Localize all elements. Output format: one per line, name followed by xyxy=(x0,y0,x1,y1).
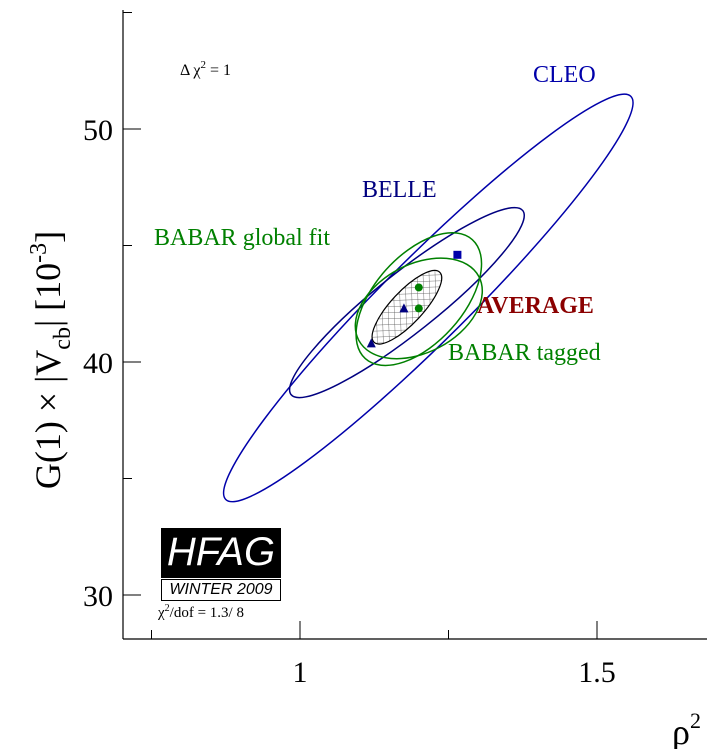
x-axis-title-sup: 2 xyxy=(690,708,701,733)
marker-square-0 xyxy=(453,250,462,259)
ellipse-belle xyxy=(288,206,525,399)
marker-circle-4 xyxy=(414,304,423,313)
hfag-logo: HFAG xyxy=(161,528,281,578)
label-cleo: CLEO xyxy=(533,62,596,88)
delta-chi2-text: Δ χ xyxy=(180,62,201,79)
hfag-season: WINTER 2009 xyxy=(161,579,281,601)
x-tick-label-1-5: 1.5 xyxy=(578,656,616,689)
hfag-title: HFAG xyxy=(166,530,276,574)
chi2-dof-sup: 2 xyxy=(164,603,170,614)
y-axis-title-rest: | [10 xyxy=(28,263,68,327)
ellipse-average xyxy=(371,269,443,345)
y-axis-title: G(1) × |Vcb| [10-3] xyxy=(26,231,76,489)
chi2-dof-rest: /dof = 1.3/ 8 xyxy=(169,605,244,621)
y-tick-label-40: 40 xyxy=(83,347,113,380)
marker-triangle-1 xyxy=(366,338,376,348)
delta-chi2-rest: = 1 xyxy=(206,62,231,79)
chi2-dof-prefix: χ xyxy=(158,605,165,621)
label-belle: BELLE xyxy=(362,177,437,203)
label-babar-tagged: BABAR tagged xyxy=(448,340,601,366)
ellipse-babar-tagged xyxy=(354,257,484,360)
y-tick-label-30: 30 xyxy=(83,580,113,613)
axis-ticks xyxy=(123,12,598,639)
label-average: AVERAGE xyxy=(477,293,594,319)
y-axis-title-sup: -3 xyxy=(26,243,52,263)
ellipses xyxy=(222,93,634,503)
chi2-dof: χ2/dof = 1.3/ 8 xyxy=(158,603,244,622)
delta-chi2-sup: 2 xyxy=(201,59,207,71)
plot-frame xyxy=(122,10,707,640)
y-axis-title-sub: cb xyxy=(50,327,76,350)
ellipse-babar-global-fit xyxy=(355,231,483,367)
y-axis-title-main: G(1) × |V xyxy=(28,350,68,489)
y-axis-title-close: ] xyxy=(28,231,68,243)
x-tick-label-1: 1 xyxy=(293,656,308,689)
ellipse-cleo xyxy=(222,93,634,503)
label-babar-global: BABAR global fit xyxy=(154,225,330,251)
x-axis-title: ρ2 xyxy=(672,708,701,749)
y-tick-label-50: 50 xyxy=(83,114,113,147)
marker-triangle-2 xyxy=(399,303,409,313)
x-axis-title-main: ρ xyxy=(672,712,690,749)
markers xyxy=(366,250,462,348)
marker-circle-3 xyxy=(414,283,423,292)
delta-chi2-annotation: Δ χ2 = 1 xyxy=(180,59,231,79)
